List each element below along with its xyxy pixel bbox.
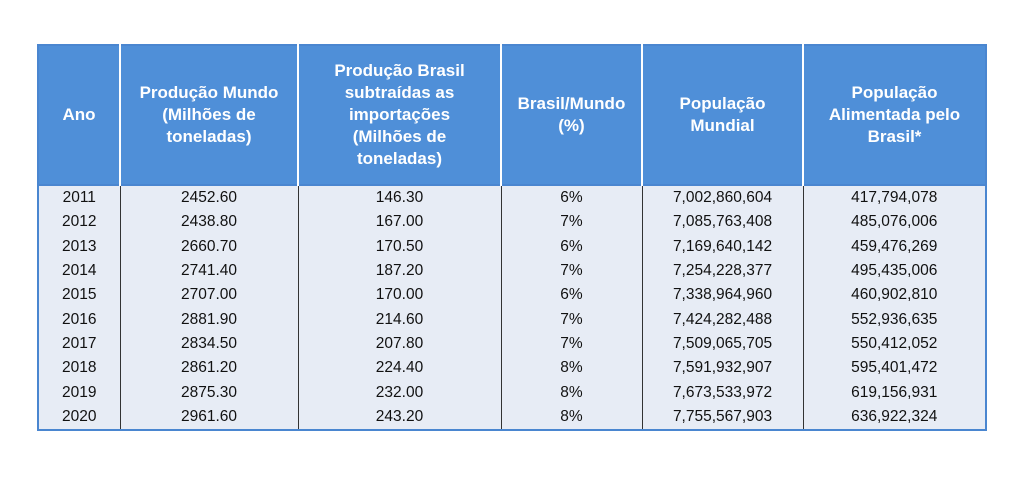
cell-populacao-alimentada: 619,156,931 xyxy=(802,380,986,405)
cell-populacao-alimentada: 595,401,472 xyxy=(802,356,986,381)
header-brasil-mundo: Brasil/Mundo (%) xyxy=(500,45,643,185)
table-row: 2013 2660.70 170.50 6% 7,169,640,142 459,476,… xyxy=(38,234,986,259)
cell-populacao-mundial: 7,002,860,604 xyxy=(641,185,804,211)
cell-producao-mundo: 2875.30 xyxy=(119,380,299,405)
cell-producao-brasil: 232.00 xyxy=(297,380,502,405)
table-body: 2011 2452.60 146.30 6% 7,002,860,604 417,794,… xyxy=(38,185,986,430)
table-row: 2020 2961.60 243.20 8% 7,755,567,903 636,922,… xyxy=(38,404,986,430)
header-text-line: (%) xyxy=(558,116,585,135)
cell-populacao-mundial: 7,591,932,907 xyxy=(641,356,804,381)
cell-brasil-mundo: 7% xyxy=(500,331,643,357)
header-text-line: Ano xyxy=(62,105,96,124)
cell-producao-mundo: 2452.60 xyxy=(119,185,299,211)
cell-populacao-alimentada: 495,435,006 xyxy=(802,258,986,284)
cell-brasil-mundo: 7% xyxy=(500,307,643,332)
cell-brasil-mundo: 6% xyxy=(500,234,643,259)
cell-producao-mundo: 2881.90 xyxy=(119,307,299,332)
header-producao-mundo: Produção Mundo (Milhões de toneladas) xyxy=(119,45,299,185)
cell-populacao-mundial: 7,755,567,903 xyxy=(641,404,804,430)
cell-populacao-mundial: 7,424,282,488 xyxy=(641,307,804,332)
cell-populacao-alimentada: 460,902,810 xyxy=(802,283,986,308)
cell-populacao-alimentada: 550,412,052 xyxy=(802,331,986,357)
table-row: 2015 2707.00 170.00 6% 7,338,964,960 460,902,… xyxy=(38,283,986,308)
cell-producao-brasil: 207.80 xyxy=(297,331,502,357)
cell-brasil-mundo: 6% xyxy=(500,185,643,211)
table-header: Ano Produção Mundo (Milhões de toneladas) Pr… xyxy=(38,45,986,185)
header-text-line: Mundial xyxy=(690,116,755,135)
table-row: 2019 2875.30 232.00 8% 7,673,533,972 619,156,… xyxy=(38,380,986,405)
cell-producao-mundo: 2834.50 xyxy=(119,331,299,357)
header-text-line: toneladas) xyxy=(356,149,443,168)
cell-brasil-mundo: 6% xyxy=(500,283,643,308)
cell-producao-mundo: 2438.80 xyxy=(119,210,299,235)
cell-producao-brasil: 170.50 xyxy=(297,234,502,259)
header-producao-brasil: Produção Brasil subtraídas as importações (… xyxy=(297,45,502,185)
header-text-line: subtraídas as xyxy=(344,83,455,102)
cell-ano: 2014 xyxy=(38,258,121,284)
table-row: 2011 2452.60 146.30 6% 7,002,860,604 417,794,… xyxy=(38,185,986,211)
cell-ano: 2017 xyxy=(38,331,121,357)
cell-ano: 2015 xyxy=(38,283,121,308)
header-text-line: Alimentada pelo xyxy=(828,105,961,124)
header-text-line: importações xyxy=(348,105,451,124)
cell-brasil-mundo: 8% xyxy=(500,356,643,381)
header-text-line: Produção Mundo xyxy=(139,83,279,102)
cell-ano: 2019 xyxy=(38,380,121,405)
cell-producao-brasil: 187.20 xyxy=(297,258,502,284)
header-text-line: Brasil* xyxy=(867,127,922,146)
cell-populacao-alimentada: 485,076,006 xyxy=(802,210,986,235)
table-row: 2018 2861.20 224.40 8% 7,591,932,907 595,401,… xyxy=(38,356,986,381)
header-populacao-mundial: População Mundial xyxy=(641,45,804,185)
header-text-line: Produção Brasil xyxy=(334,61,465,80)
cell-populacao-mundial: 7,673,533,972 xyxy=(641,380,804,405)
cell-brasil-mundo: 8% xyxy=(500,404,643,430)
cell-populacao-alimentada: 417,794,078 xyxy=(802,185,986,211)
cell-producao-brasil: 146.30 xyxy=(297,185,502,211)
production-table: Ano Produção Mundo (Milhões de toneladas) Pr… xyxy=(37,44,987,431)
header-text-line: (Milhões de xyxy=(352,127,447,146)
cell-populacao-mundial: 7,169,640,142 xyxy=(641,234,804,259)
cell-populacao-alimentada: 636,922,324 xyxy=(802,404,986,430)
cell-populacao-alimentada: 552,936,635 xyxy=(802,307,986,332)
cell-ano: 2013 xyxy=(38,234,121,259)
header-ano: Ano xyxy=(38,45,121,185)
table-container: Ano Produção Mundo (Milhões de toneladas) Pr… xyxy=(37,44,987,431)
cell-producao-brasil: 170.00 xyxy=(297,283,502,308)
header-text-line: População xyxy=(679,94,766,113)
cell-brasil-mundo: 8% xyxy=(500,380,643,405)
header-text-line: toneladas) xyxy=(166,127,252,146)
table-row: 2014 2741.40 187.20 7% 7,254,228,377 495,435,… xyxy=(38,258,986,284)
cell-producao-mundo: 2961.60 xyxy=(119,404,299,430)
table-row: 2016 2881.90 214.60 7% 7,424,282,488 552,936,… xyxy=(38,307,986,332)
cell-populacao-mundial: 7,254,228,377 xyxy=(641,258,804,284)
table-row: 2017 2834.50 207.80 7% 7,509,065,705 550,412,… xyxy=(38,331,986,357)
cell-producao-brasil: 243.20 xyxy=(297,404,502,430)
cell-ano: 2011 xyxy=(38,185,121,211)
cell-populacao-mundial: 7,509,065,705 xyxy=(641,331,804,357)
header-populacao-alimentada: População Alimentada pelo Brasil* xyxy=(802,45,986,185)
cell-populacao-mundial: 7,338,964,960 xyxy=(641,283,804,308)
cell-producao-brasil: 214.60 xyxy=(297,307,502,332)
cell-producao-mundo: 2861.20 xyxy=(119,356,299,381)
cell-producao-mundo: 2707.00 xyxy=(119,283,299,308)
cell-producao-brasil: 224.40 xyxy=(297,356,502,381)
cell-producao-brasil: 167.00 xyxy=(297,210,502,235)
cell-populacao-mundial: 7,085,763,408 xyxy=(641,210,804,235)
cell-ano: 2018 xyxy=(38,356,121,381)
cell-producao-mundo: 2660.70 xyxy=(119,234,299,259)
cell-populacao-alimentada: 459,476,269 xyxy=(802,234,986,259)
cell-producao-mundo: 2741.40 xyxy=(119,258,299,284)
header-text-line: Brasil/Mundo xyxy=(517,94,626,113)
cell-ano: 2016 xyxy=(38,307,121,332)
cell-ano: 2020 xyxy=(38,404,121,430)
cell-brasil-mundo: 7% xyxy=(500,210,643,235)
cell-brasil-mundo: 7% xyxy=(500,258,643,284)
table-row: 2012 2438.80 167.00 7% 7,085,763,408 485,076,… xyxy=(38,210,986,235)
header-row: Ano Produção Mundo (Milhões de toneladas) Pr… xyxy=(38,45,986,185)
header-text-line: População xyxy=(851,83,938,102)
cell-ano: 2012 xyxy=(38,210,121,235)
header-text-line: (Milhões de xyxy=(162,105,256,124)
